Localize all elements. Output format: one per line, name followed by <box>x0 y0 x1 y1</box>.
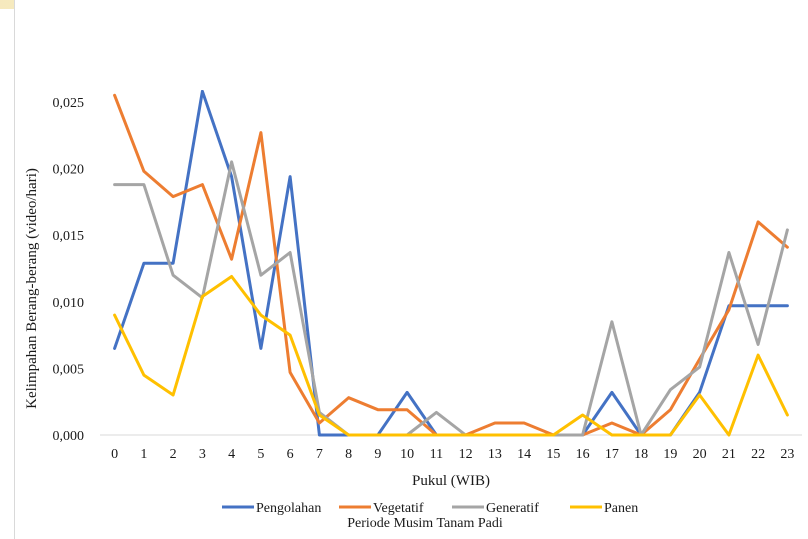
x-tick-label: 9 <box>374 447 381 462</box>
y-axis-title: Kelimpahan Berang-berang (video/hari) <box>24 168 40 409</box>
y-tick-label: 0,020 <box>53 163 85 178</box>
y-tick-label: 0,025 <box>53 96 85 111</box>
x-tick-label: 18 <box>634 447 648 462</box>
x-tick-label: 12 <box>459 447 473 462</box>
y-axis-ticks: 0,000 0,005 0,010 0,015 0,020 0,025 <box>53 96 85 444</box>
x-tick-label: 14 <box>517 447 531 462</box>
series-line-generatif <box>113 160 789 437</box>
legend: Pengolahan Vegetatif Generatif Panen <box>222 501 638 516</box>
x-tick-label: 5 <box>257 447 264 462</box>
x-tick-label: 0 <box>111 447 118 462</box>
x-tick-label: 17 <box>605 447 619 462</box>
x-tick-label: 8 <box>345 447 352 462</box>
x-tick-label: 21 <box>722 447 736 462</box>
legend-label: Vegetatif <box>373 501 424 516</box>
x-tick-label: 13 <box>488 447 502 462</box>
x-tick-label: 19 <box>663 447 677 462</box>
x-tick-label: 20 <box>693 447 707 462</box>
x-tick-label: 15 <box>546 447 560 462</box>
legend-label: Panen <box>604 501 638 516</box>
x-axis-title: Pukul (WIB) <box>412 473 490 489</box>
series-line-vegetatif <box>113 93 789 437</box>
x-tick-label: 23 <box>780 447 794 462</box>
y-tick-label: 0,005 <box>53 362 85 377</box>
y-tick-label: 0,000 <box>53 429 85 444</box>
series-line-panen <box>113 275 789 437</box>
x-tick-label: 16 <box>576 447 590 462</box>
legend-title: Periode Musim Tanam Padi <box>347 516 503 531</box>
x-tick-label: 2 <box>170 447 177 462</box>
x-tick-label: 10 <box>400 447 414 462</box>
x-tick-label: 6 <box>287 447 294 462</box>
legend-label: Generatif <box>486 501 539 516</box>
x-tick-label: 1 <box>140 447 147 462</box>
series-lines <box>113 90 789 437</box>
x-tick-label: 3 <box>199 447 206 462</box>
x-tick-label: 7 <box>316 447 323 462</box>
x-tick-label: 4 <box>228 447 235 462</box>
chart-frame <box>14 0 808 539</box>
legend-label: Pengolahan <box>256 501 321 516</box>
x-tick-label: 11 <box>430 447 443 462</box>
y-tick-label: 0,015 <box>53 229 85 244</box>
y-tick-label: 0,010 <box>53 296 85 311</box>
x-axis-ticks: 0 1 2 3 4 5 6 7 8 9 10 11 12 13 14 15 16 17 18 19 20 21 22 23 <box>111 447 794 462</box>
x-tick-label: 22 <box>751 447 765 462</box>
